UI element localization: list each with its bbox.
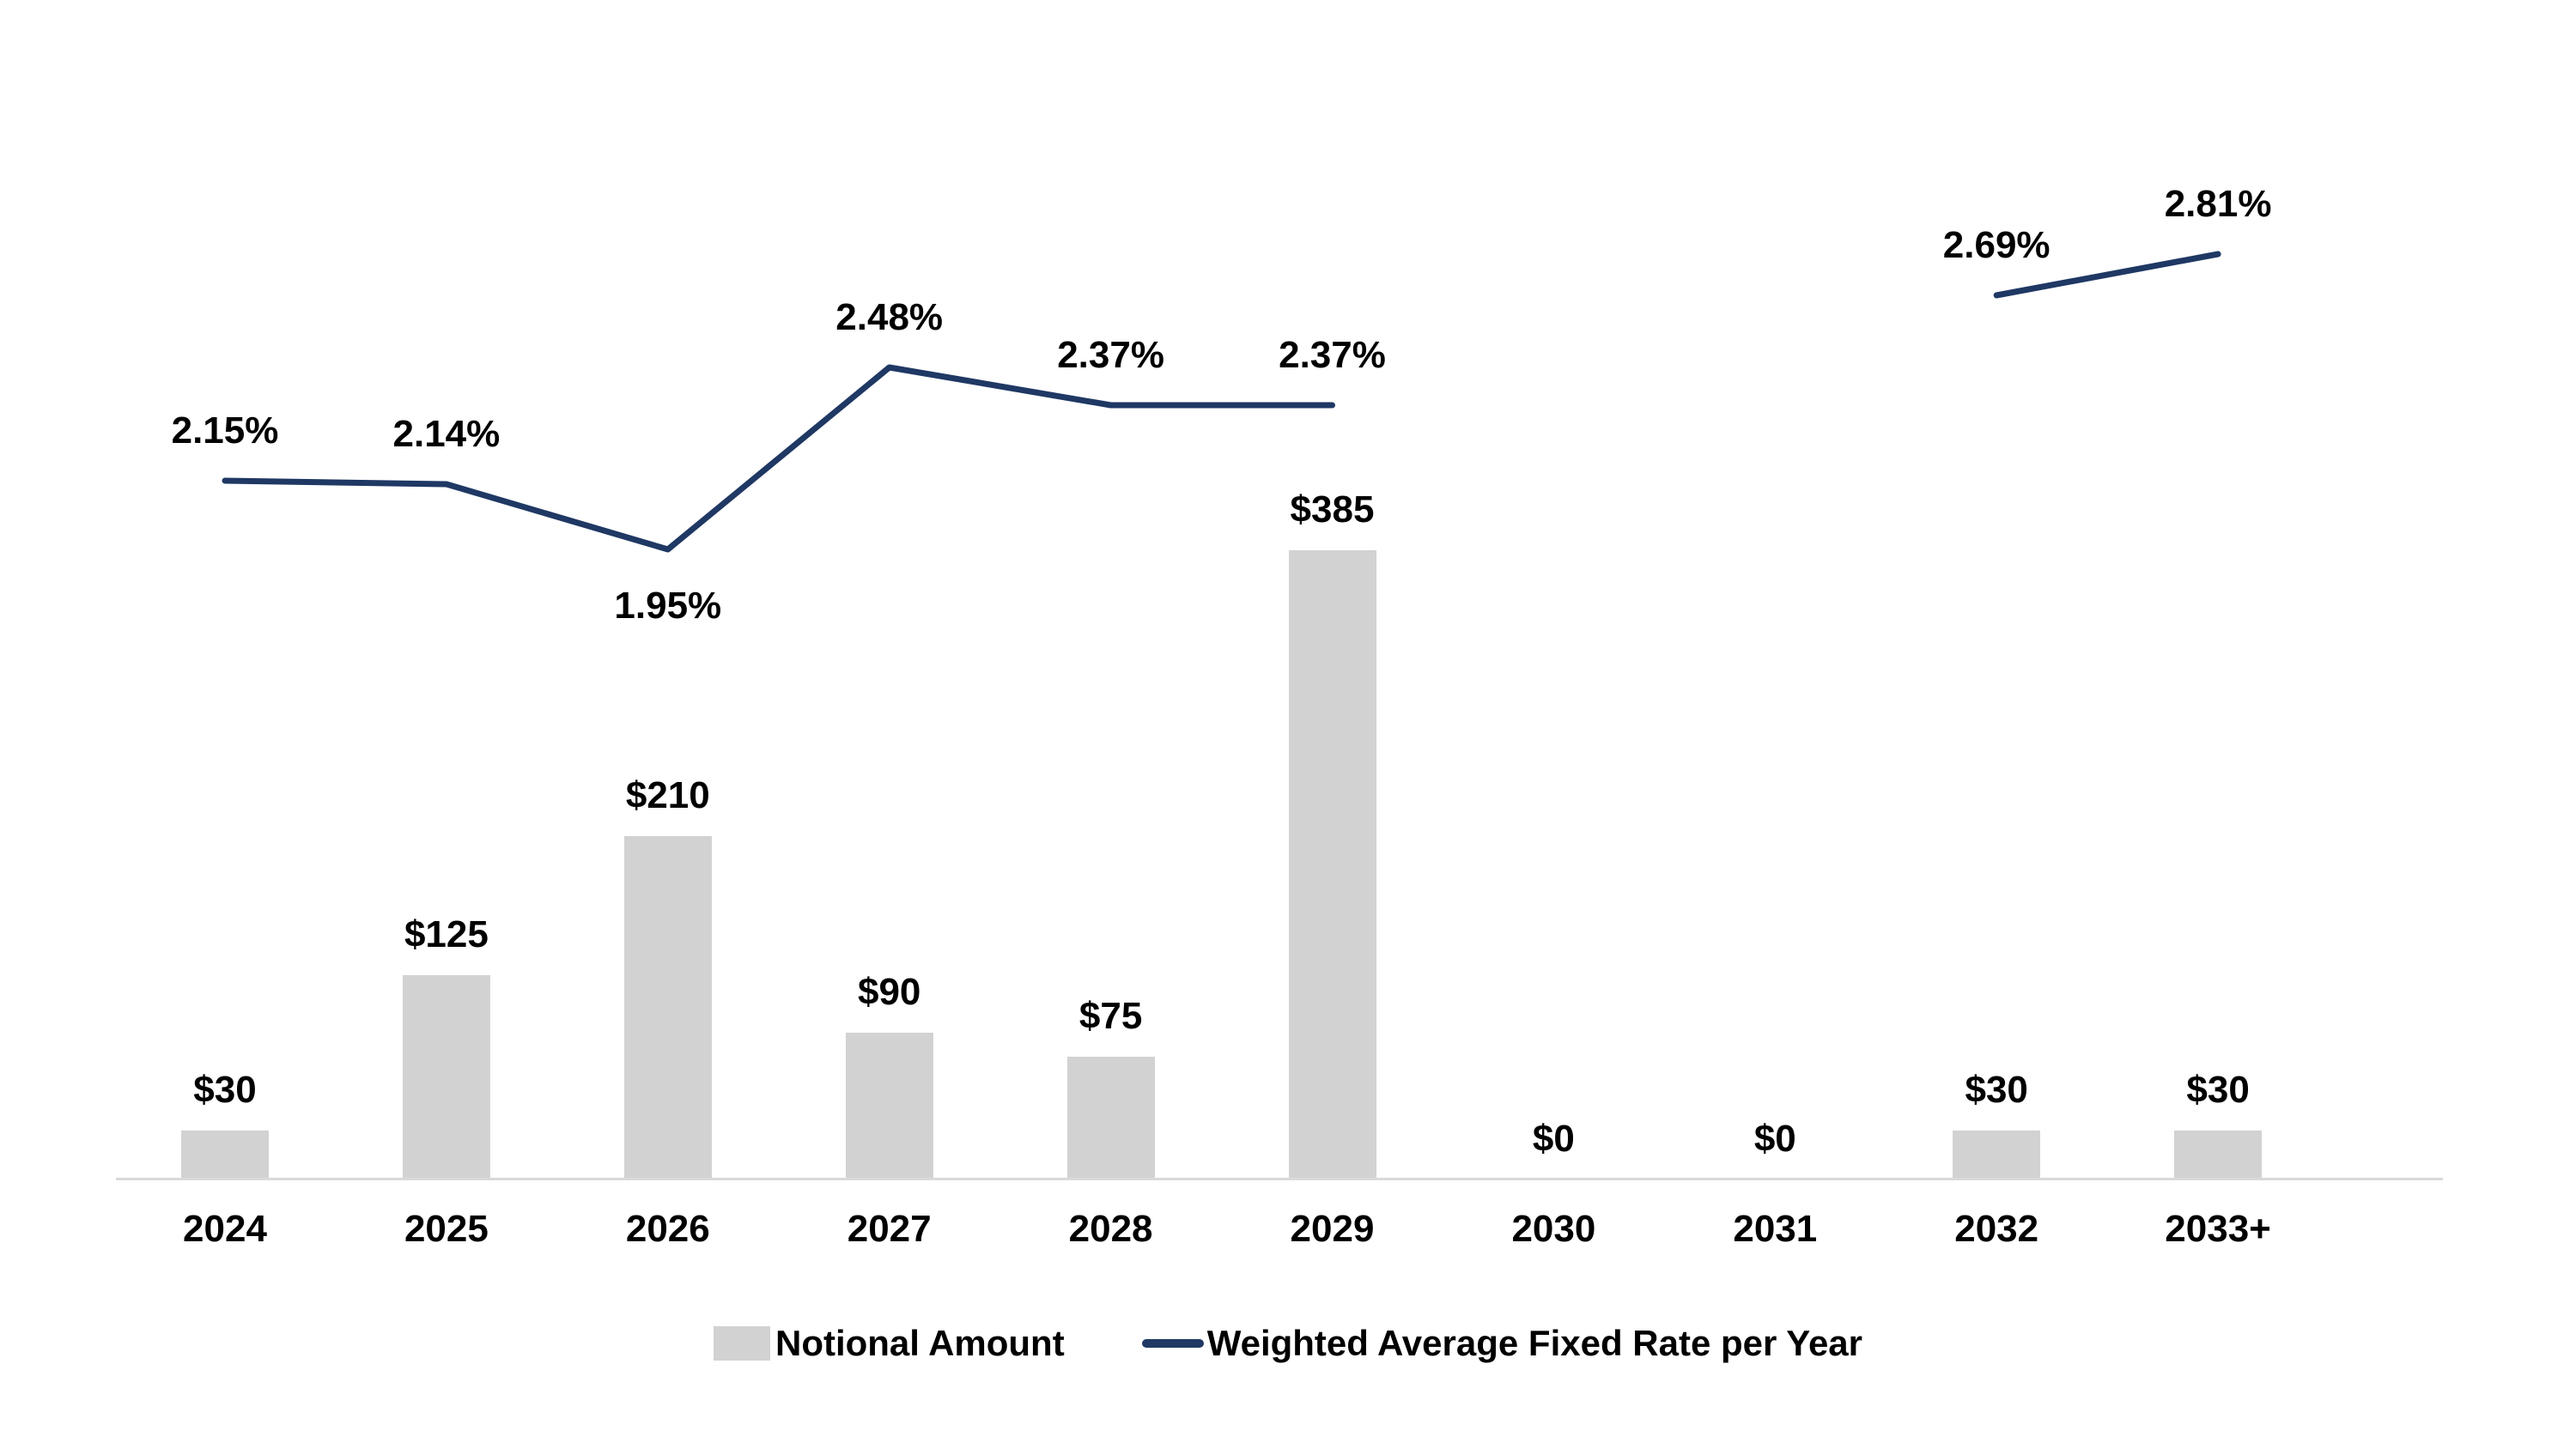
rate-label-2033+: 2.81% xyxy=(2164,183,2272,225)
rate-label-2024: 2.15% xyxy=(171,409,279,452)
x-tick-label-2032: 2032 xyxy=(1954,1208,2039,1250)
x-axis-line xyxy=(116,1178,2443,1180)
x-tick-label-2026: 2026 xyxy=(625,1208,710,1250)
bar-value-label-2028: $75 xyxy=(1078,995,1143,1037)
rate-label-2029: 2.37% xyxy=(1279,334,1386,376)
bar-value-label-2030: $0 xyxy=(1532,1118,1575,1160)
bar-value-label-2032: $30 xyxy=(1965,1069,2028,1111)
bar-value-label-2027: $90 xyxy=(857,971,921,1013)
legend-item-notional-amount: Notional Amount xyxy=(713,1323,1065,1364)
bar-2028 xyxy=(1066,1057,1155,1179)
x-tick-label-2031: 2031 xyxy=(1733,1208,1818,1250)
x-tick-label-2030: 2030 xyxy=(1511,1208,1596,1250)
x-tick-label-2027: 2027 xyxy=(847,1208,932,1250)
x-tick-label-2025: 2025 xyxy=(404,1208,489,1250)
rate-label-2028: 2.37% xyxy=(1057,334,1164,376)
bar-2026 xyxy=(623,836,712,1179)
bar-value-label-2029: $385 xyxy=(1290,488,1375,530)
line-swatch-icon xyxy=(1141,1339,1204,1348)
x-tick-label-2028: 2028 xyxy=(1068,1208,1153,1250)
x-tick-label-2033+: 2033+ xyxy=(2165,1208,2271,1250)
rate-line-segment-2 xyxy=(1993,251,2221,299)
legend: Notional Amount Weighted Average Fixed R… xyxy=(0,1317,2576,1370)
bar-value-label-2033+: $30 xyxy=(2186,1069,2250,1111)
bar-2024 xyxy=(181,1131,269,1179)
bar-2032 xyxy=(1953,1131,2041,1179)
bar-2033+ xyxy=(2174,1131,2263,1179)
bar-2027 xyxy=(845,1033,933,1179)
legend-label-notional-amount: Notional Amount xyxy=(775,1323,1065,1363)
bar-swatch-icon xyxy=(713,1326,770,1361)
bar-2029 xyxy=(1288,550,1376,1179)
bar-value-label-2031: $0 xyxy=(1753,1118,1796,1160)
rate-line-segment-1 xyxy=(222,364,1335,553)
rate-label-2027: 2.48% xyxy=(835,296,944,338)
legend-label-weighted-average-rate: Weighted Average Fixed Rate per Year xyxy=(1206,1323,1863,1363)
bar-value-label-2026: $210 xyxy=(625,774,710,816)
rate-label-2032: 2.69% xyxy=(1942,224,2050,266)
rate-label-2026: 1.95% xyxy=(614,585,722,627)
x-tick-label-2024: 2024 xyxy=(183,1208,267,1250)
x-tick-label-2029: 2029 xyxy=(1290,1208,1375,1250)
bar-value-label-2025: $125 xyxy=(404,913,489,955)
rate-label-2025: 2.14% xyxy=(392,413,501,455)
bar-value-label-2024: $30 xyxy=(193,1069,257,1111)
legend-item-weighted-average-rate: Weighted Average Fixed Rate per Year xyxy=(1141,1323,1863,1364)
bar-2025 xyxy=(402,975,490,1179)
